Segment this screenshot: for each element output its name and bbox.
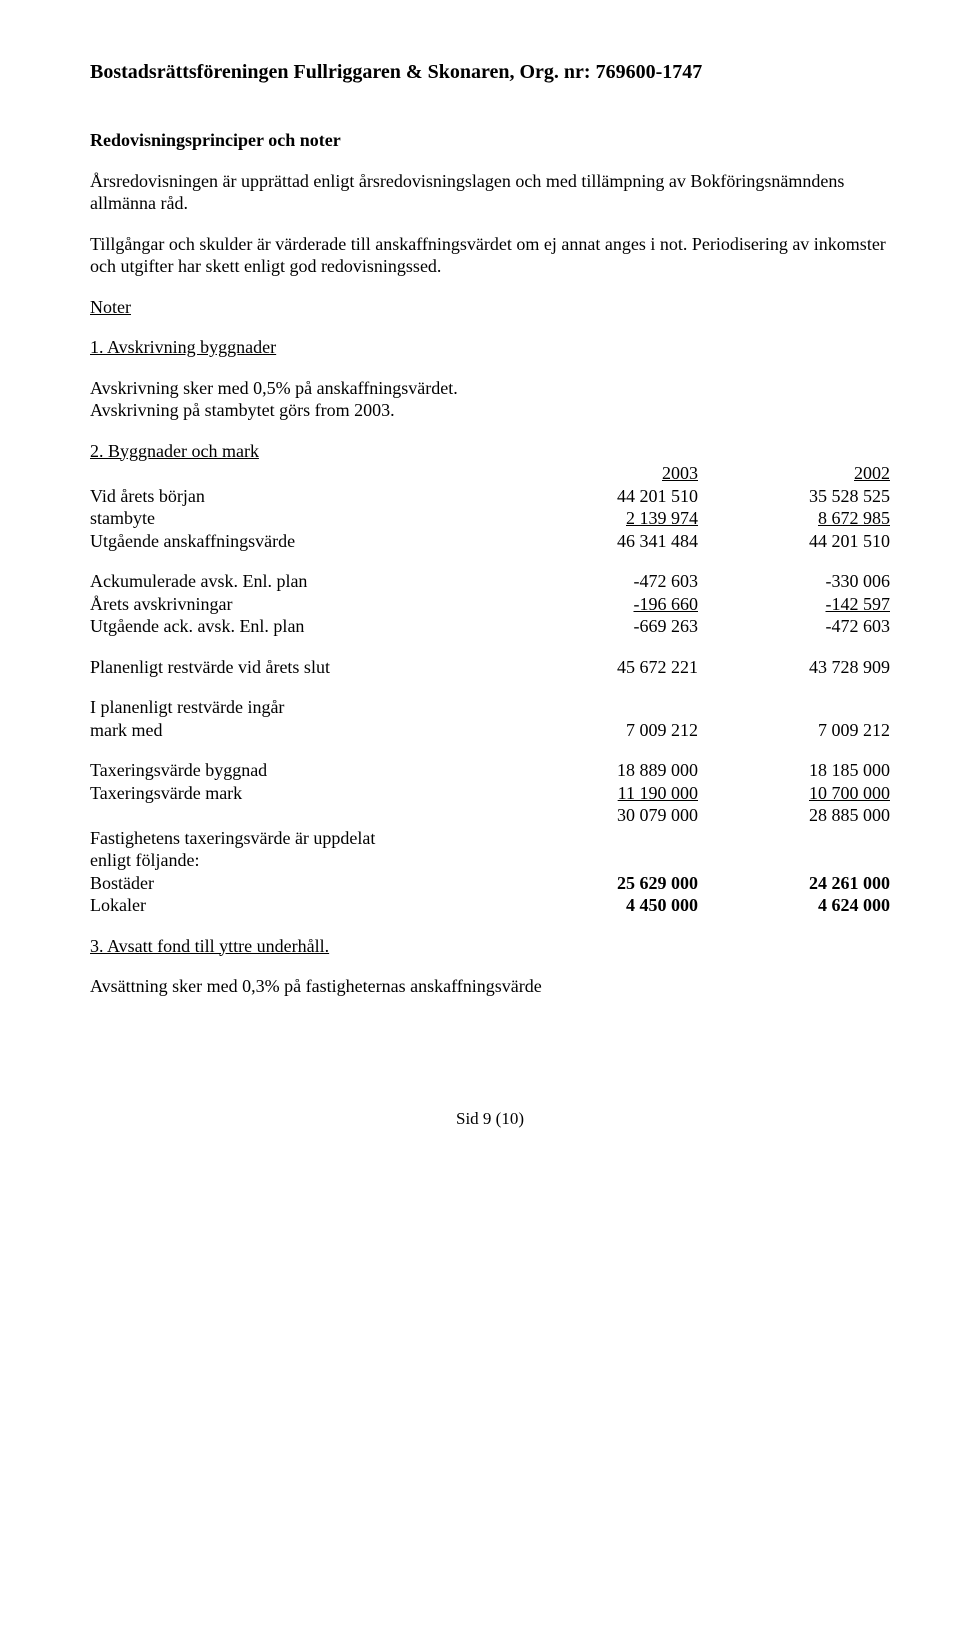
- table-row: Lokaler 4 450 000 4 624 000: [90, 894, 890, 917]
- table-row: Fastighetens taxeringsvärde är uppdelat: [90, 827, 890, 850]
- table-row: Ackumulerade avsk. Enl. plan -472 603 -3…: [90, 570, 890, 593]
- row-value-a: 44 201 510: [506, 485, 698, 508]
- note-1-line-1: Avskrivning sker med 0,5% på anskaffning…: [90, 377, 890, 400]
- table-row: Taxeringsvärde byggnad 18 889 000 18 185…: [90, 759, 890, 782]
- row-value-b: -142 597: [698, 593, 890, 616]
- row-label: Utgående anskaffningsvärde: [90, 530, 506, 553]
- row-label: Ackumulerade avsk. Enl. plan: [90, 570, 506, 593]
- row-label: Fastighetens taxeringsvärde är uppdelat: [90, 827, 506, 850]
- row-value-b: -330 006: [698, 570, 890, 593]
- row-label: Årets avskrivningar: [90, 593, 506, 616]
- row-label: Vid årets början: [90, 485, 506, 508]
- row-label: Taxeringsvärde byggnad: [90, 759, 506, 782]
- table-row: Bostäder 25 629 000 24 261 000: [90, 872, 890, 895]
- section-title-principles: Redovisningsprinciper och noter: [90, 129, 890, 152]
- row-value-b: 8 672 985: [698, 507, 890, 530]
- row-value-a: 25 629 000: [506, 872, 698, 895]
- row-value-a: -196 660: [506, 593, 698, 616]
- row-label: enligt följande:: [90, 849, 506, 872]
- table-row: enligt följande:: [90, 849, 890, 872]
- row-value-b: 4 624 000: [698, 894, 890, 917]
- row-value-a: -669 263: [506, 615, 698, 638]
- row-value-b: 35 528 525: [698, 485, 890, 508]
- note-1-title: 1. Avskrivning byggnader: [90, 337, 276, 357]
- row-value-b: 43 728 909: [698, 656, 890, 679]
- row-label: [90, 804, 506, 827]
- row-value-a: 2 139 974: [506, 507, 698, 530]
- table-header-row: 2003 2002: [90, 462, 890, 485]
- table-row: Utgående ack. avsk. Enl. plan -669 263 -…: [90, 615, 890, 638]
- principles-paragraph-2: Tillgångar och skulder är värderade till…: [90, 233, 890, 278]
- row-value-a: 11 190 000: [506, 782, 698, 805]
- table-row: Taxeringsvärde mark 11 190 000 10 700 00…: [90, 782, 890, 805]
- row-label: Planenligt restvärde vid årets slut: [90, 656, 506, 679]
- row-value-b: 24 261 000: [698, 872, 890, 895]
- row-value-a: 45 672 221: [506, 656, 698, 679]
- principles-paragraph-1: Årsredovisningen är upprättad enligt års…: [90, 170, 890, 215]
- table-row: stambyte 2 139 974 8 672 985: [90, 507, 890, 530]
- row-label: Taxeringsvärde mark: [90, 782, 506, 805]
- row-value-a: 46 341 484: [506, 530, 698, 553]
- table-row: Utgående anskaffningsvärde 46 341 484 44…: [90, 530, 890, 553]
- table-row: Vid årets början 44 201 510 35 528 525: [90, 485, 890, 508]
- page-header: Bostadsrättsföreningen Fullriggaren & Sk…: [90, 60, 890, 85]
- row-label: mark med: [90, 719, 506, 742]
- row-label: stambyte: [90, 507, 506, 530]
- table-row: Planenligt restvärde vid årets slut 45 6…: [90, 656, 890, 679]
- row-value-b: 44 201 510: [698, 530, 890, 553]
- col-header-2003: 2003: [506, 462, 698, 485]
- table-row: I planenligt restvärde ingår: [90, 696, 890, 719]
- note-3-title: 3. Avsatt fond till yttre underhåll.: [90, 936, 329, 956]
- row-value-b: 18 185 000: [698, 759, 890, 782]
- row-value-a: -472 603: [506, 570, 698, 593]
- col-header-2002: 2002: [698, 462, 890, 485]
- row-value-a: 30 079 000: [506, 804, 698, 827]
- row-value-b: 28 885 000: [698, 804, 890, 827]
- table-row: 30 079 000 28 885 000: [90, 804, 890, 827]
- row-value-a: 18 889 000: [506, 759, 698, 782]
- row-value-a: 4 450 000: [506, 894, 698, 917]
- note-1-line-2: Avskrivning på stambytet görs from 2003.: [90, 399, 890, 422]
- row-label: Bostäder: [90, 872, 506, 895]
- row-value-b: -472 603: [698, 615, 890, 638]
- table-row: mark med 7 009 212 7 009 212: [90, 719, 890, 742]
- row-label: Lokaler: [90, 894, 506, 917]
- row-value-a: 7 009 212: [506, 719, 698, 742]
- note-2-title: 2. Byggnader och mark: [90, 441, 259, 461]
- noter-heading: Noter: [90, 297, 131, 317]
- page-footer: Sid 9 (10): [90, 1108, 890, 1129]
- row-value-b: 7 009 212: [698, 719, 890, 742]
- row-value-b: 10 700 000: [698, 782, 890, 805]
- table-row: Årets avskrivningar -196 660 -142 597: [90, 593, 890, 616]
- financial-table: 2003 2002 Vid årets början 44 201 510 35…: [90, 462, 890, 917]
- row-label: I planenligt restvärde ingår: [90, 696, 506, 719]
- row-label: Utgående ack. avsk. Enl. plan: [90, 615, 506, 638]
- note-3-paragraph: Avsättning sker med 0,3% på fastighetern…: [90, 975, 890, 998]
